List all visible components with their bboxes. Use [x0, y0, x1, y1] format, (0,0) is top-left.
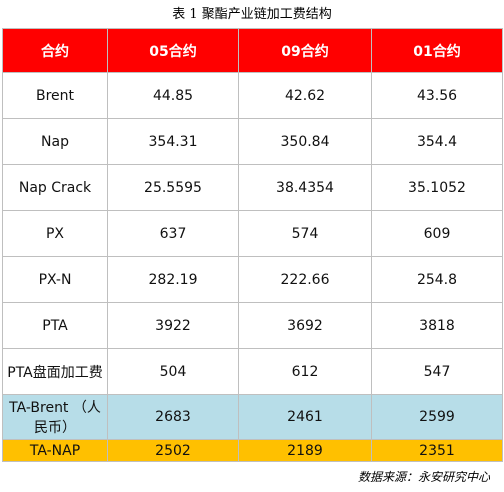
value-cell: 42.62 [238, 72, 372, 119]
value-cell: 2461 [238, 394, 372, 440]
value-cell: 547 [371, 348, 503, 395]
row-label: TA-Brent （人民币） [2, 394, 108, 440]
table-row: PTA盘面加工费 504 612 547 [2, 348, 503, 395]
value-cell: 609 [371, 210, 503, 257]
table-row: PX-N 282.19 222.66 254.8 [2, 256, 503, 303]
row-label: PX [2, 210, 108, 257]
value-cell: 35.1052 [371, 164, 503, 211]
row-label: PTA [2, 302, 108, 349]
table-row: TA-Brent （人民币） 2683 2461 2599 [2, 394, 503, 440]
value-cell: 3922 [107, 302, 239, 349]
header-cell: 05合约 [107, 28, 239, 73]
table-row: TA-NAP 2502 2189 2351 [2, 439, 503, 462]
value-cell: 574 [238, 210, 372, 257]
header-cell: 合约 [2, 28, 108, 73]
value-cell: 637 [107, 210, 239, 257]
value-cell: 354.31 [107, 118, 239, 165]
value-cell: 2502 [107, 439, 239, 462]
table-title: 表 1 聚酯产业链加工费结构 [172, 7, 332, 22]
table-row: Nap Crack 25.5595 38.4354 35.1052 [2, 164, 503, 211]
value-cell: 354.4 [371, 118, 503, 165]
value-cell: 350.84 [238, 118, 372, 165]
table-row: PTA 3922 3692 3818 [2, 302, 503, 349]
row-label: PTA盘面加工费 [2, 348, 108, 395]
table-row: Brent 44.85 42.62 43.56 [2, 72, 503, 119]
value-cell: 254.8 [371, 256, 503, 303]
row-label: TA-NAP [2, 439, 108, 462]
header-cell: 01合约 [371, 28, 503, 73]
value-cell: 44.85 [107, 72, 239, 119]
header-cell: 09合约 [238, 28, 372, 73]
value-cell: 612 [238, 348, 372, 395]
value-cell: 222.66 [238, 256, 372, 303]
row-label: Nap Crack [2, 164, 108, 211]
value-cell: 504 [107, 348, 239, 395]
value-cell: 2683 [107, 394, 239, 440]
value-cell: 2599 [371, 394, 503, 440]
value-cell: 38.4354 [238, 164, 372, 211]
row-label: PX-N [2, 256, 108, 303]
table-row: PX 637 574 609 [2, 210, 503, 257]
row-label: Brent [2, 72, 108, 119]
value-cell: 3692 [238, 302, 372, 349]
value-cell: 43.56 [371, 72, 503, 119]
value-cell: 2351 [371, 439, 503, 462]
data-table: 合约 05合约 09合约 01合约 Brent 44.85 42.62 43.56 Nap 35… [2, 28, 503, 462]
table-row: Nap 354.31 350.84 354.4 [2, 118, 503, 165]
value-cell: 3818 [371, 302, 503, 349]
value-cell: 282.19 [107, 256, 239, 303]
source-note: 数据来源：永安研究中心 [357, 470, 490, 484]
value-cell: 25.5595 [107, 164, 239, 211]
value-cell: 2189 [238, 439, 372, 462]
header-row: 合约 05合约 09合约 01合约 [2, 28, 503, 73]
row-label: Nap [2, 118, 108, 165]
